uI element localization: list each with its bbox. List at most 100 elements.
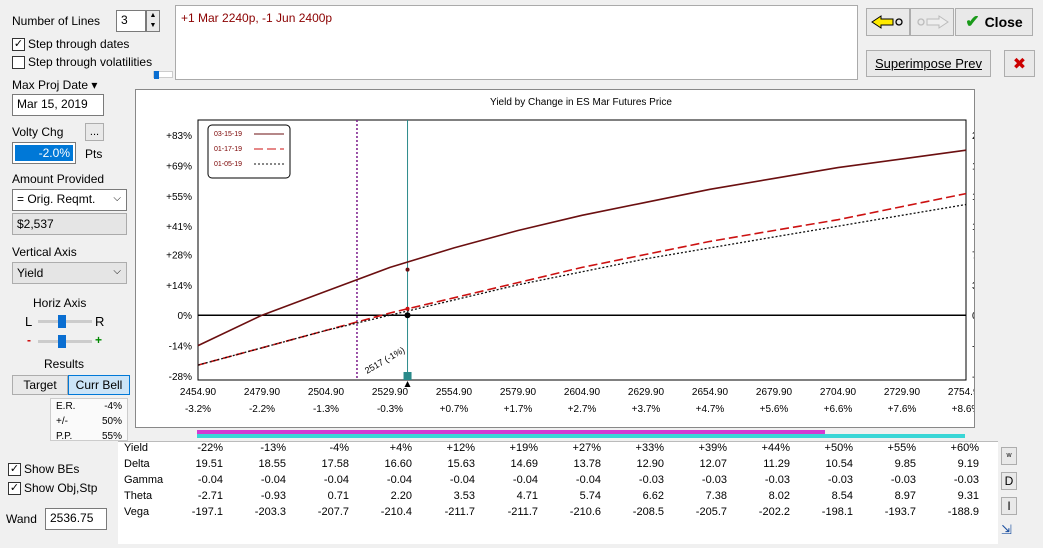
greeks-cell: -2.71 [197,490,223,502]
x-tick-label: 2704.90 [820,387,857,398]
horiz-minus-label: - [27,333,31,347]
show-obj-label: Show Obj,Stp [24,481,98,495]
slider-thumb[interactable] [154,71,159,79]
export-icon[interactable]: ⇲ [1001,522,1012,537]
forward-button[interactable] [910,8,954,36]
check-icon: ✓ [8,463,21,477]
horiz-left-label: L [25,314,33,329]
max-proj-date-text: Max Proj Date [12,78,89,92]
chart-panel[interactable]: Yield by Change in ES Mar Futures Price +… [135,89,995,428]
greeks-cell: -0.04 [323,474,349,486]
x-pct-tick-label: +6.6% [824,404,853,415]
greeks-cell: -0.03 [764,474,790,486]
close-button[interactable]: ✔ Close [955,8,1033,36]
vertical-axis-select[interactable]: Yield ⌵ [12,262,127,284]
wand-input[interactable]: 2536.75 [45,508,107,530]
greeks-row-yield: Yield -22% -13% -4% +4% +12% +19% +27% +33% +39% +… [118,442,998,458]
vertical-axis-label: Vertical Axis [12,245,77,259]
greeks-cell: -4% [329,442,349,454]
wand-series-marker [405,267,410,272]
greeks-cell: +12% [446,442,475,454]
greeks-cell: 7.38 [705,490,727,502]
check-icon: ✓ [8,482,21,496]
legend-entry-label: 03-15-19 [214,131,242,138]
x-pct-tick-label: +3.7% [632,404,661,415]
show-obj-checkbox[interactable]: ✓ Show Obj,Stp [8,481,98,496]
x-pct-tick-label: +1.7% [504,404,533,415]
y-right-tick-label: 1050 [972,222,974,233]
greeks-cell: -0.04 [197,474,223,486]
y-right-tick-label: 1400 [972,192,974,203]
volty-unit-label: Pts [85,147,103,161]
max-proj-date-label[interactable]: Max Proj Date ▾ [12,78,97,92]
y-right-tick-label: 2100 [972,131,974,142]
legend-entry-label: 01-05-19 [214,161,242,168]
greeks-cell: -207.7 [317,506,349,518]
d-button[interactable]: D [1001,472,1017,490]
greeks-cell: -211.7 [507,506,538,518]
greeks-table [118,441,998,544]
volty-chg-label: Volty Chg [12,125,64,139]
checkbox-box [12,56,25,70]
slider-thumb[interactable] [58,335,66,348]
greeks-row-theta: Theta -2.71 -0.93 0.71 2.20 3.53 4.71 5.74 6.62 7… [118,490,998,506]
curr-bell-button[interactable]: Curr Bell [68,375,130,395]
legend-box [207,124,291,179]
yield-chart[interactable]: Yield by Change in ES Mar Futures Price +… [136,90,995,427]
greeks-cell: 9.31 [957,490,979,502]
target-button[interactable]: Target [12,375,68,395]
step-dates-checkbox[interactable]: ✓ Step through dates [12,37,129,52]
back-button[interactable] [866,8,910,36]
amount-provided-label: Amount Provided [12,172,105,186]
greeks-row-label: Theta [124,490,153,502]
greeks-cell: 12.90 [636,458,664,470]
close-button-label: Close [984,14,1023,30]
volty-chg-field[interactable]: -2.0% [12,142,76,164]
volty-chg-button[interactable]: ... [85,123,104,141]
x-pct-tick-label: +4.7% [696,404,725,415]
x-tick-label: 2454.90 [180,387,217,398]
x-tick-label: 2529.90 [372,387,409,398]
greeks-cell: 14.69 [510,458,538,470]
number-of-lines-spinner[interactable]: ▲ ▼ [146,10,160,32]
slider-thumb[interactable] [58,315,66,328]
greeks-cell: 17.58 [321,458,349,470]
position-text[interactable]: +1 Mar 2240p, -1 Jun 2400p [175,5,858,80]
greeks-cell: -0.04 [386,474,412,486]
result-key: +/- [56,416,68,427]
caret-down-icon: ▾ [91,78,98,92]
horiz-zoom-slider[interactable] [38,335,92,348]
w-button[interactable]: w [1001,447,1017,465]
number-of-lines-label: Number of Lines [12,14,101,28]
greeks-cell: +50% [824,442,853,454]
vol-slider[interactable] [153,71,173,79]
breakeven-label: 2517 (-1%) [363,345,407,376]
step-vol-checkbox[interactable]: Step through volatilities [12,55,152,70]
number-of-lines-input[interactable]: 3 [116,10,146,32]
x-pct-tick-label: -3.2% [185,404,211,415]
wand-zero-marker [404,312,411,319]
result-key: P.P. [56,431,73,441]
greeks-cell: 5.74 [579,490,601,502]
cancel-x-button[interactable]: ✖ [1004,50,1035,77]
x-pct-tick-label: +8.6% [952,404,974,415]
horiz-lr-slider[interactable] [38,315,92,328]
y-right-tick-label: -350 [972,342,974,353]
legend-entry-label: 01-17-19 [214,146,242,153]
arrow-left-icon [871,15,903,29]
greeks-row-gamma: Gamma -0.04 -0.04 -0.04 -0.04 -0.04 -0.04 -0.04… [118,474,998,490]
d-button-label: D [1004,474,1014,488]
x-tick-label: 2754.90 [948,387,974,398]
greeks-cell: -203.3 [254,506,286,518]
superimpose-prev-button[interactable]: Superimpose Prev [866,50,991,77]
y-right-tick-label: -700 [972,372,974,383]
greeks-cell: 11.29 [763,458,790,470]
i-button[interactable]: I [1001,497,1017,515]
max-proj-date-input[interactable]: Mar 15, 2019 [12,94,104,116]
show-bes-checkbox[interactable]: ✓ Show BEs [8,462,79,477]
amount-provided-select[interactable]: = Orig. Reqmt. ⌵ [12,189,127,211]
wand-pointer-icon [404,381,411,387]
x-tick-label: 2504.90 [308,387,345,398]
greeks-cell: 16.60 [384,458,412,470]
greeks-cell: -188.9 [947,506,979,518]
